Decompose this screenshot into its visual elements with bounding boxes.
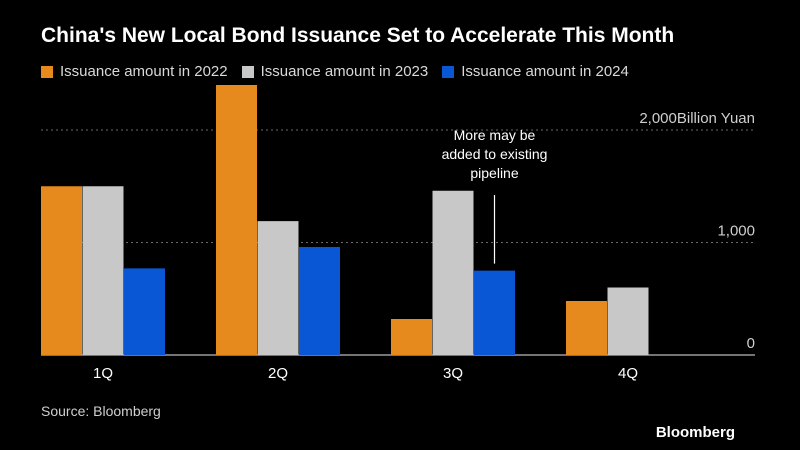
x-tick-label-1Q: 1Q <box>93 365 113 382</box>
bar-4Q-issuance-amount-in-2023 <box>607 287 649 355</box>
annotation-text-line-2: pipeline <box>470 165 518 181</box>
bar-3Q-issuance-amount-in-2023 <box>432 190 474 355</box>
bar-1Q-issuance-amount-in-2022 <box>41 186 82 355</box>
x-tick-label-3Q: 3Q <box>443 365 463 382</box>
legend-label-2023: Issuance amount in 2023 <box>260 63 429 80</box>
legend-swatch-2022 <box>41 65 53 78</box>
y-tick-label-2: 2,000Billion Yuan <box>639 110 755 127</box>
bar-2Q-issuance-amount-in-2023 <box>257 221 299 355</box>
bar-1Q-issuance-amount-in-2023 <box>82 186 124 355</box>
legend: Issuance amount in 2022 Issuance amount … <box>41 63 643 80</box>
bloomberg-logo: Bloomberg <box>655 424 735 441</box>
bar-4Q-issuance-amount-in-2022 <box>566 301 607 355</box>
bar-3Q-issuance-amount-in-2022 <box>391 319 432 355</box>
legend-item-2023: Issuance amount in 2023 <box>241 63 429 80</box>
x-tick-label-2Q: 2Q <box>268 365 288 382</box>
legend-label-2022: Issuance amount in 2022 <box>60 63 228 80</box>
annotation-text-line-1: added to existing <box>442 146 548 162</box>
bar-2Q-issuance-amount-in-2024 <box>299 247 340 355</box>
legend-swatch-2023 <box>241 65 254 78</box>
bar-1Q-issuance-amount-in-2024 <box>124 268 165 355</box>
y-tick-label-1: 1,000 <box>717 223 755 240</box>
legend-label-2024: Issuance amount in 2024 <box>461 63 629 80</box>
bar-3Q-issuance-amount-in-2024 <box>474 270 515 355</box>
y-tick-label-0: 0 <box>747 335 755 352</box>
bar-2Q-issuance-amount-in-2022 <box>216 85 257 355</box>
legend-item-2022: Issuance amount in 2022 <box>41 63 228 80</box>
chart-title: China's New Local Bond Issuance Set to A… <box>41 24 675 47</box>
legend-swatch-2024 <box>442 65 455 78</box>
annotation-text-line-0: More may be <box>454 127 536 143</box>
source-note: Source: Bloomberg <box>41 403 161 419</box>
x-tick-label-4Q: 4Q <box>618 365 638 382</box>
legend-item-2024: Issuance amount in 2024 <box>442 63 629 80</box>
